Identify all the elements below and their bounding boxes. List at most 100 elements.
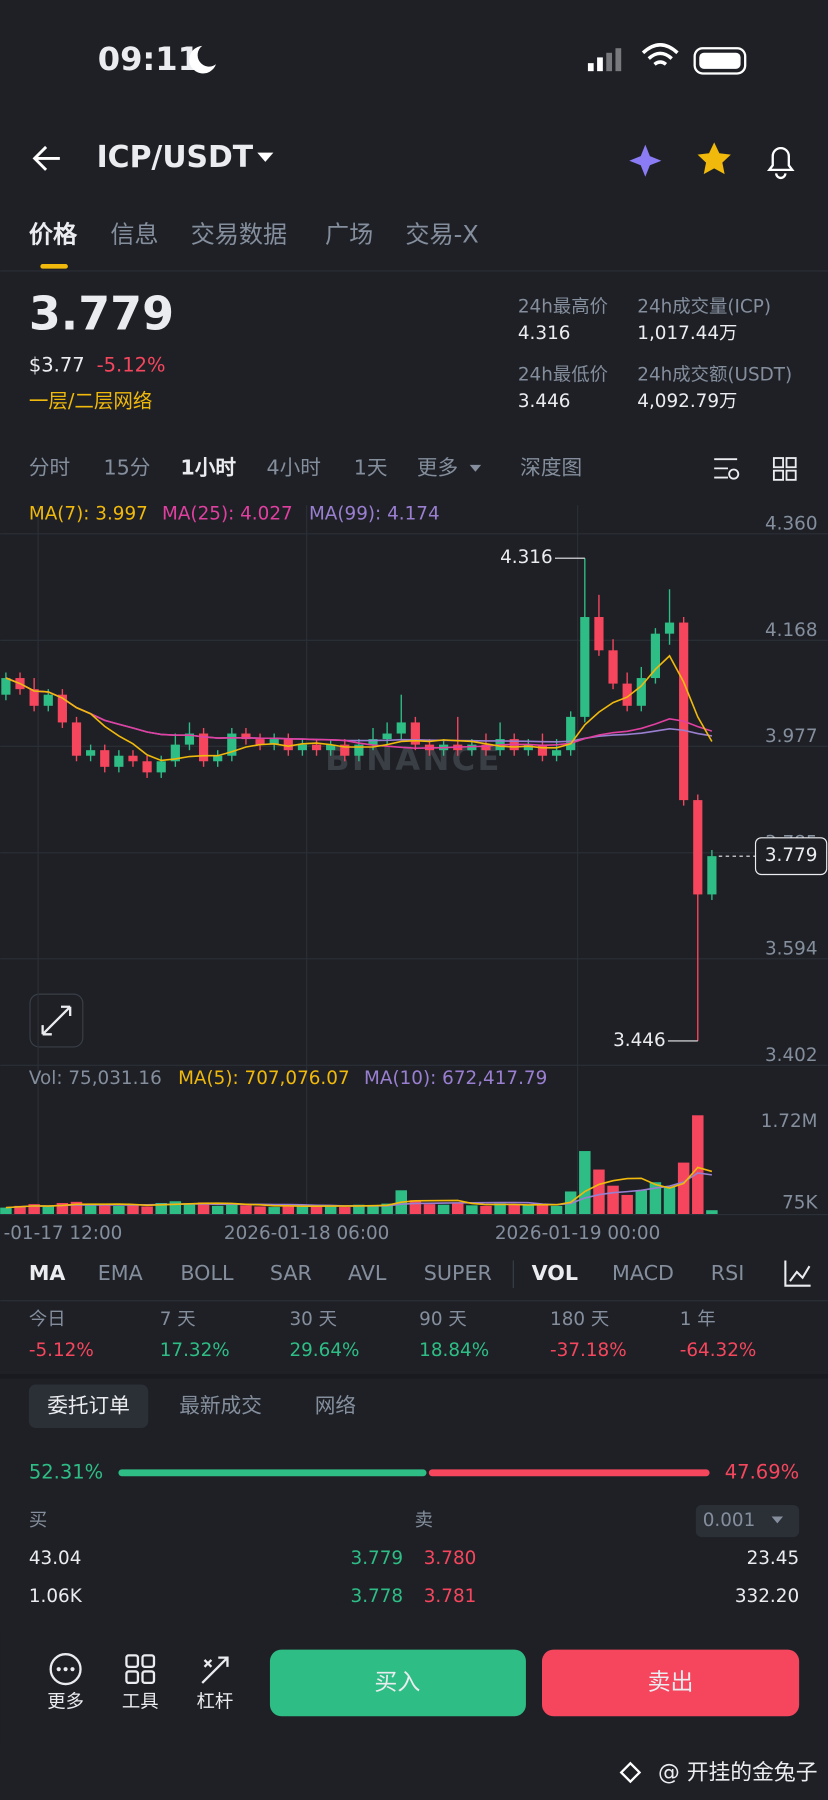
book-tab[interactable]: 最新成交: [179, 1393, 262, 1417]
volume-bar: [649, 1182, 662, 1215]
tool-label[interactable]: 杠杆: [196, 1691, 233, 1712]
more-icon[interactable]: [49, 1653, 82, 1686]
tab[interactable]: 信息: [110, 220, 158, 248]
leverage-icon[interactable]: [201, 1656, 229, 1684]
interval-tab[interactable]: 15分: [103, 455, 150, 479]
interval-tab[interactable]: 更多: [417, 455, 458, 479]
volume-bar: [14, 1205, 26, 1215]
tab[interactable]: 价格: [29, 220, 78, 248]
high-label: 4.316: [500, 547, 553, 568]
volume-bar: [113, 1205, 125, 1215]
indicator-tab[interactable]: SUPER: [424, 1261, 492, 1285]
interval-tab[interactable]: 1小时: [180, 455, 236, 479]
indicator-tab[interactable]: MA: [29, 1261, 66, 1285]
interval-tab[interactable]: 4小时: [266, 455, 320, 479]
volume-bar: [423, 1204, 436, 1215]
volume-bar: [367, 1205, 379, 1215]
candle-body: [382, 733, 392, 740]
x-tick-label: 2026-01-19 00:00: [495, 1223, 660, 1244]
stat-label: 24h成交额(USDT): [637, 364, 792, 385]
sell-button[interactable]: [541, 1649, 800, 1717]
clock: 09:11: [98, 40, 200, 78]
volume-bar: [0, 1207, 12, 1215]
ma-legend: MA(99): 4.174: [309, 503, 440, 524]
volume-bar: [692, 1115, 704, 1215]
volume-bar: [84, 1205, 97, 1215]
book-buy-header: 买: [29, 1510, 47, 1531]
chart-settings-icon[interactable]: [714, 458, 740, 480]
volume-bar: [663, 1186, 676, 1215]
ai-icon[interactable]: [629, 144, 662, 177]
indicator-tab[interactable]: BOLL: [180, 1261, 234, 1285]
favorite-icon[interactable]: [697, 142, 731, 175]
candle-body: [114, 755, 124, 767]
buy-ratio: 52.31%: [29, 1460, 103, 1483]
candle-body: [283, 739, 293, 751]
stat-label: 24h最低价: [518, 364, 608, 385]
interval-tab[interactable]: 深度图: [520, 455, 582, 479]
indicator-tab[interactable]: AVL: [348, 1261, 387, 1285]
performance-label: 1 年: [680, 1309, 716, 1330]
candle-body: [227, 733, 237, 756]
indicator-tab[interactable]: RSI: [711, 1261, 745, 1285]
book-tab[interactable]: 网络: [315, 1393, 356, 1417]
performance-label: 7 天: [160, 1309, 196, 1330]
tab[interactable]: 交易-X: [405, 220, 478, 248]
volume-bar: [706, 1210, 718, 1215]
indicator-settings-icon[interactable]: [784, 1260, 811, 1287]
ask-size: 23.45: [747, 1548, 800, 1569]
credit: @ 开挂的金兔子: [658, 1761, 818, 1786]
candle-body: [156, 761, 166, 773]
candle-body: [368, 739, 378, 745]
candle-body: [1, 678, 11, 695]
performance-value: -64.32%: [680, 1340, 757, 1361]
credit-icon: [619, 1761, 642, 1784]
tool-label[interactable]: 更多: [47, 1691, 84, 1712]
candle-body: [184, 733, 195, 745]
candle-body: [170, 744, 180, 762]
candle-body: [693, 800, 703, 895]
candle-body: [86, 750, 96, 756]
buy-button[interactable]: [269, 1649, 526, 1717]
candle-body: [198, 733, 209, 762]
volume-bar: [28, 1204, 40, 1215]
tools-icon[interactable]: [125, 1654, 156, 1685]
indicator-tab[interactable]: VOL: [532, 1261, 578, 1285]
y-tick-label: 4.168: [765, 620, 818, 641]
pair-title[interactable]: ICP/USDT: [97, 140, 254, 175]
candle-body: [29, 689, 39, 706]
stat-value: 4,092.79万: [637, 391, 737, 412]
book-tab[interactable]: 委托订单: [47, 1393, 130, 1417]
ask-price: 3.780: [424, 1548, 477, 1569]
x-tick-label: 2026-01-18 06:00: [224, 1223, 389, 1244]
interval-tab[interactable]: 1天: [354, 455, 388, 479]
volume-bar: [254, 1206, 266, 1215]
performance-label: 今日: [29, 1309, 66, 1330]
layout-icon[interactable]: [772, 457, 797, 481]
ma-line: [5, 654, 713, 762]
candle-body: [57, 694, 67, 723]
stat-value: 1,017.44万: [637, 323, 737, 344]
indicator-tab[interactable]: EMA: [98, 1261, 143, 1285]
volume-bar: [409, 1200, 422, 1215]
category-tag[interactable]: 一层/二层网络: [29, 389, 153, 412]
alert-icon[interactable]: [766, 147, 795, 180]
battery-level: [699, 52, 741, 69]
precision-select[interactable]: [695, 1504, 800, 1538]
candle-body: [71, 722, 82, 756]
tool-label[interactable]: 工具: [122, 1691, 159, 1712]
interval-tab[interactable]: 分时: [29, 455, 70, 479]
performance-value: 18.84%: [419, 1340, 489, 1361]
y-tick-label: 4.360: [765, 514, 818, 535]
bid-price: 3.779: [351, 1548, 404, 1569]
tab[interactable]: 广场: [325, 220, 373, 248]
volume-bar: [296, 1206, 309, 1215]
indicator-tab[interactable]: MACD: [612, 1261, 674, 1285]
precision-value[interactable]: 0.001: [703, 1510, 756, 1531]
indicator-tab[interactable]: SAR: [270, 1261, 312, 1285]
pair-dropdown[interactable]: [257, 152, 274, 162]
back-button[interactable]: [32, 145, 60, 171]
tab[interactable]: 交易数据: [191, 220, 287, 248]
volume-bar: [607, 1185, 619, 1215]
